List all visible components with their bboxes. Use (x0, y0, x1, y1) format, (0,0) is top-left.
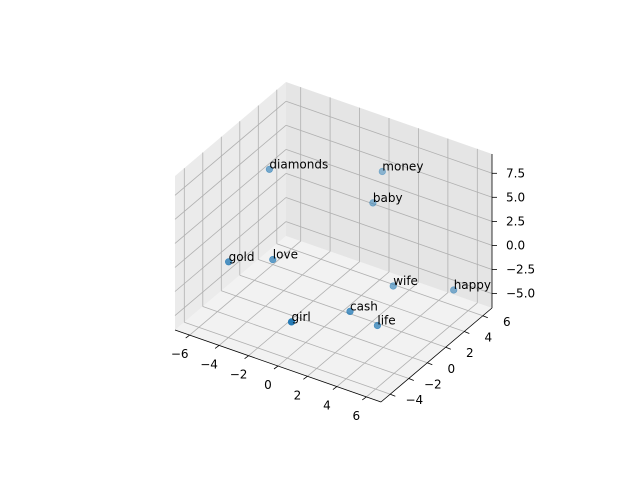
x-gridline-floor (218, 251, 331, 346)
point-label-baby: baby (373, 191, 403, 205)
x-gridline-floor (189, 240, 301, 336)
z-gridline-left (174, 100, 287, 196)
z-gridline-left (174, 173, 287, 268)
z-gridline-back (285, 173, 493, 246)
x-gridline-floor (248, 261, 360, 357)
z-gridline-left (174, 197, 287, 292)
y-tick-label: 0 (447, 362, 455, 376)
y-gridline-floor (239, 274, 446, 348)
x-tick-mark (273, 365, 279, 370)
point-label-love: love (273, 248, 298, 262)
z-gridline-back (285, 100, 493, 174)
z-gridline-back (285, 124, 493, 198)
y-gridline-floor (276, 243, 483, 317)
point-label-diamonds: diamonds (269, 157, 328, 171)
point-label-life: life (377, 314, 395, 328)
y-tick-mark (445, 346, 451, 350)
x-gridline-floor (307, 281, 419, 377)
scatter-point-money (378, 167, 386, 176)
scatter-point-cash (346, 307, 354, 316)
z-gridline-back (285, 221, 493, 294)
y-gridline-floor (258, 259, 465, 332)
x-gridline-floor (366, 302, 478, 398)
x-tick-mark (332, 386, 338, 390)
point-label-money: money (382, 160, 423, 174)
y-axis-line (380, 307, 493, 403)
y-tick-mark (482, 315, 488, 319)
y-gridline-floor (221, 290, 428, 364)
y-tick-mark (408, 378, 414, 381)
point-label-girl: girl (292, 310, 311, 324)
y-tick-label: −4 (405, 393, 423, 407)
z-gridline-left (174, 221, 287, 316)
y-tick-mark (427, 362, 433, 366)
axes-gridlines (174, 87, 493, 398)
y-tick-mark (464, 331, 470, 334)
y-gridline-floor (202, 306, 409, 379)
x-tick-label: 4 (323, 399, 331, 413)
x-tick-label: 6 (352, 409, 360, 423)
scatter-point-girl (287, 318, 296, 326)
scatter-point-diamonds (265, 165, 274, 173)
x-gridline-floor (336, 292, 449, 387)
x-gridline-floor (277, 271, 390, 367)
y-tick-label: 4 (484, 331, 492, 345)
z-tick-label: 5.0 (506, 190, 525, 204)
z-tick-label: 0.0 (506, 238, 525, 252)
point-label-cash: cash (350, 299, 378, 313)
x-tick-mark (244, 355, 249, 360)
scatter-point-gold (225, 258, 233, 266)
x-tick-mark (303, 375, 308, 380)
z-tick-label: −2.5 (506, 263, 535, 277)
x-tick-mark (362, 396, 367, 401)
z-gridline-left (174, 149, 287, 244)
point-label-wife: wife (393, 274, 418, 288)
scatter-point-baby (369, 199, 377, 207)
x-tick-label: −2 (230, 368, 248, 382)
point-label-happy: happy (454, 278, 491, 292)
z-gridline-back (285, 197, 493, 270)
x-tick-mark (214, 345, 220, 349)
y-tick-label: −2 (424, 378, 442, 392)
y-tick-mark (390, 393, 396, 397)
scatter-point-wife (389, 282, 397, 290)
y-tick-label: 6 (503, 315, 511, 329)
scatter-point-love (269, 256, 277, 264)
z-gridline-back (285, 149, 493, 222)
x-tick-label: 2 (294, 388, 302, 402)
z-tick-label: 7.5 (506, 166, 525, 180)
x-tick-label: 0 (264, 378, 272, 392)
point-label-gold: gold (229, 250, 255, 264)
scatter-point-life (373, 321, 382, 330)
z-gridline-left (174, 124, 287, 220)
scatter-point-happy (450, 286, 458, 294)
x-tick-mark (185, 334, 190, 339)
x-tick-label: −4 (200, 357, 218, 371)
z-tick-label: 2.5 (506, 214, 525, 228)
z-tick-label: −5.0 (506, 287, 535, 301)
y-gridline-floor (184, 321, 391, 395)
y-tick-label: 2 (466, 346, 474, 360)
x-tick-label: −6 (171, 347, 189, 361)
